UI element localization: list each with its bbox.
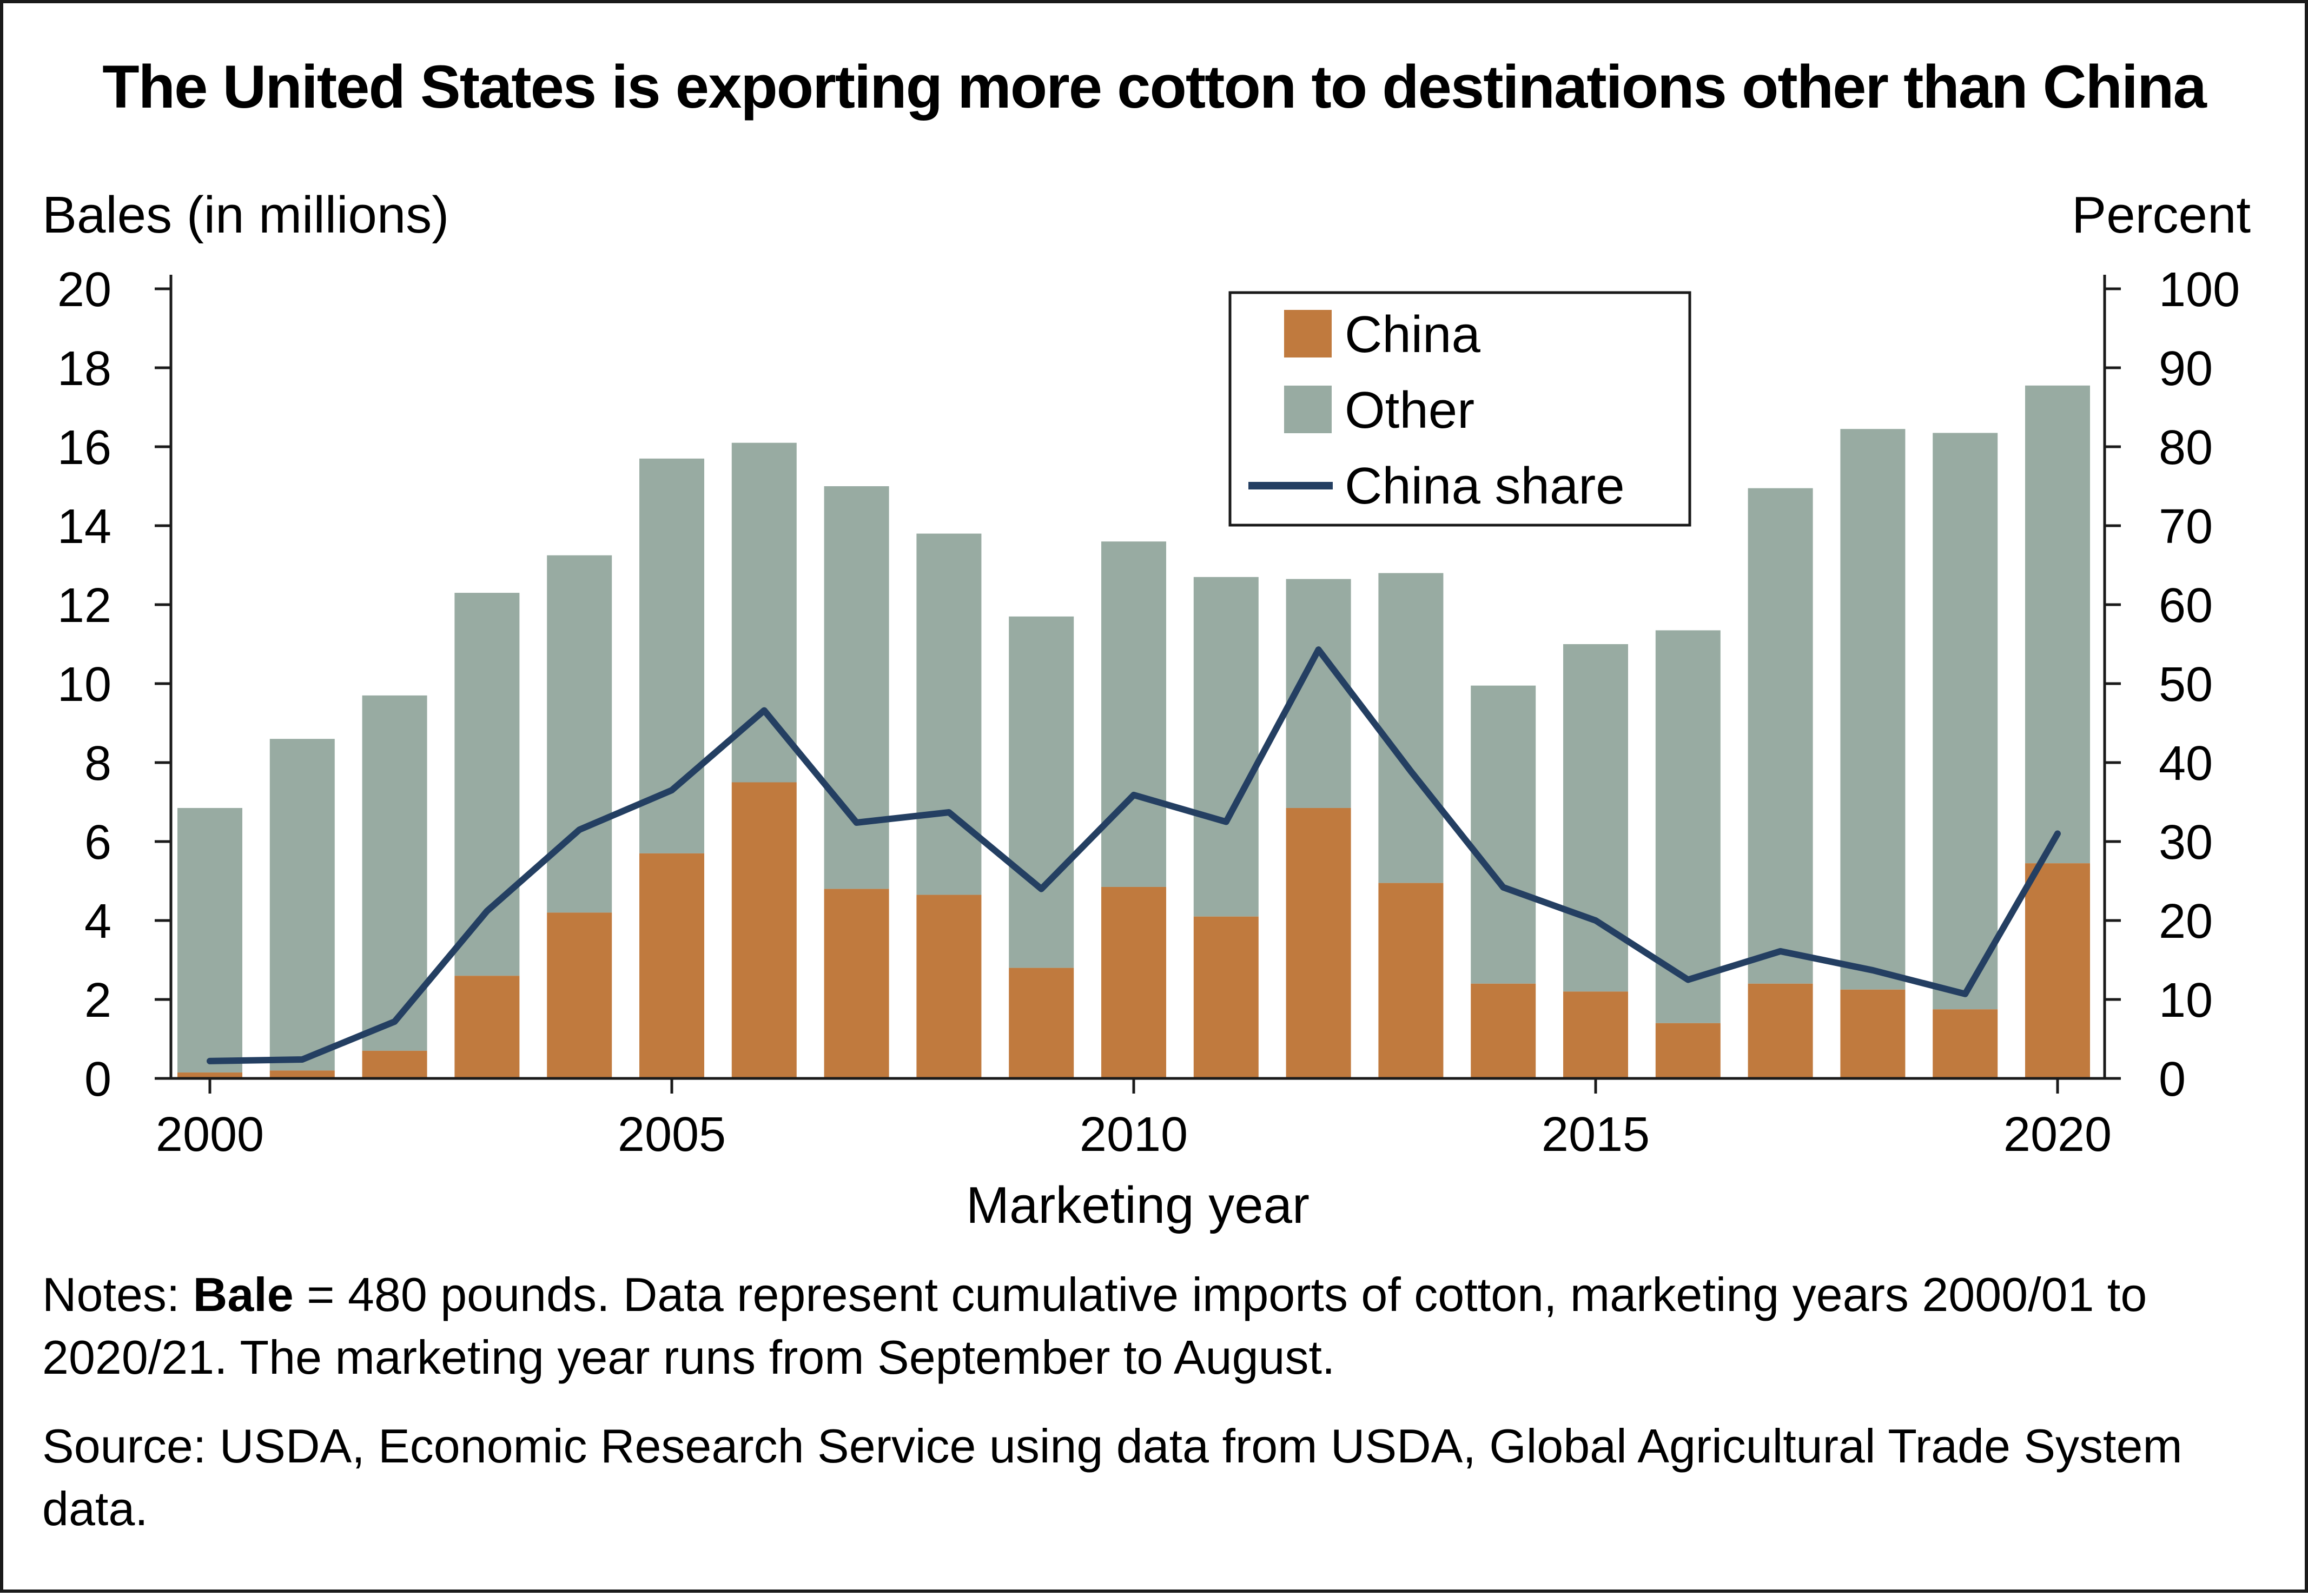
bar-other-2010	[1101, 541, 1166, 887]
bar-other-2016	[1655, 630, 1721, 1023]
x-tick-label-2015: 2015	[1542, 1108, 1650, 1162]
y-right-tick-label-0: 0	[2159, 1052, 2186, 1107]
y-right-tick-label-70: 70	[2159, 500, 2213, 554]
y-left-tick-label-0: 0	[84, 1052, 111, 1107]
y-right-tick-label-90: 90	[2159, 342, 2213, 396]
x-tick-label-2010: 2010	[1080, 1108, 1188, 1162]
y-right-tick-label-10: 10	[2159, 974, 2213, 1028]
bar-china-2020	[2025, 863, 2090, 1078]
legend-label-china-share: China share	[1345, 457, 1625, 515]
bar-china-2016	[1655, 1023, 1721, 1078]
chart-notes: Notes: Bale = 480 pounds. Data represent…	[42, 1263, 2271, 1389]
y-left-axis-title: Bales (in millions)	[42, 186, 449, 244]
y-left-tick-label-20: 20	[57, 263, 111, 317]
legend-swatch-other	[1284, 386, 1332, 433]
bar-china-2011	[1193, 916, 1259, 1078]
x-tick-label-2000: 2000	[156, 1108, 264, 1162]
bar-china-2014	[1471, 983, 1536, 1078]
bar-china-2012	[1286, 807, 1351, 1078]
bar-other-2007	[824, 486, 889, 889]
bar-china-2009	[1009, 968, 1074, 1078]
bar-china-2005	[639, 853, 704, 1078]
bar-china-2006	[731, 782, 797, 1078]
bar-other-2009	[1009, 616, 1074, 968]
bar-china-2010	[1101, 886, 1166, 1078]
chart: 0 2 4 6 8 10 12 14 16 18 20 0 10 20 30 40 50 60 70 80 90 100 2…	[42, 186, 2251, 1234]
bar-other-2001	[269, 739, 335, 1071]
y-left-tick-label-2: 2	[84, 974, 111, 1028]
bar-china-2000	[177, 1072, 242, 1078]
bar-other-2017	[1748, 488, 1813, 984]
chart-title: The United States is exporting more cott…	[102, 53, 2207, 121]
bar-other-2005	[639, 458, 704, 853]
bar-china-2008	[916, 895, 982, 1078]
x-tick-label-2005: 2005	[618, 1108, 726, 1162]
y-right-tick-label-20: 20	[2159, 895, 2213, 949]
x-axis-title: Marketing year	[966, 1176, 1310, 1234]
x-tick-label-2020: 2020	[2003, 1108, 2112, 1162]
bar-other-2014	[1471, 685, 1536, 984]
y-left-tick-label-18: 18	[57, 342, 111, 396]
bar-china-2007	[824, 889, 889, 1078]
bar-other-2008	[916, 533, 982, 895]
bar-other-2003	[454, 593, 520, 976]
bar-other-2000	[177, 807, 242, 1073]
y-right-tick-label-40: 40	[2159, 737, 2213, 791]
y-left-tick-label-6: 6	[84, 816, 111, 870]
y-left-tick-label-10: 10	[57, 658, 111, 712]
bar-china-2019	[1933, 1009, 1998, 1078]
y-right-tick-label-50: 50	[2159, 658, 2213, 712]
bar-china-2001	[269, 1070, 335, 1078]
y-right-tick-label-80: 80	[2159, 421, 2213, 475]
bar-other-2018	[1840, 429, 1906, 990]
legend-label-china: China	[1345, 306, 1480, 363]
bar-china-2003	[454, 976, 520, 1078]
bar-other-2019	[1933, 433, 1998, 1010]
y-left-tick-label-12: 12	[57, 579, 111, 633]
bar-china-2002	[362, 1050, 427, 1078]
bar-china-2004	[547, 912, 612, 1078]
notes-text: = 480 pounds. Data represent cumulative …	[42, 1268, 2147, 1384]
bar-other-2015	[1563, 644, 1628, 992]
y-left-tick-label-4: 4	[84, 895, 111, 949]
y-right-axis-title: Percent	[2072, 186, 2251, 244]
notes-prefix: Notes:	[42, 1268, 193, 1321]
legend-label-other: Other	[1345, 381, 1474, 439]
china-share-line	[207, 646, 2061, 1064]
chart-source: Source: USDA, Economic Research Service …	[42, 1419, 2183, 1535]
y-left-tick-label-8: 8	[84, 737, 111, 791]
bar-china-2015	[1563, 991, 1628, 1078]
bar-other-2020	[2025, 385, 2090, 864]
y-right-tick-label-60: 60	[2159, 579, 2213, 633]
y-right-tick-label-30: 30	[2159, 816, 2213, 870]
y-right-tick-label-100: 100	[2159, 263, 2240, 317]
bar-other-2013	[1378, 573, 1444, 883]
y-left-tick-label-14: 14	[57, 500, 111, 554]
legend-swatch-china	[1284, 310, 1332, 357]
notes-bold-term: Bale	[193, 1268, 294, 1321]
bar-china-2017	[1748, 983, 1813, 1078]
bar-other-2004	[547, 555, 612, 913]
y-left-tick-label-16: 16	[57, 421, 111, 475]
bar-china-2018	[1840, 989, 1906, 1078]
bar-china-2013	[1378, 883, 1444, 1078]
bar-other-2011	[1193, 577, 1259, 917]
